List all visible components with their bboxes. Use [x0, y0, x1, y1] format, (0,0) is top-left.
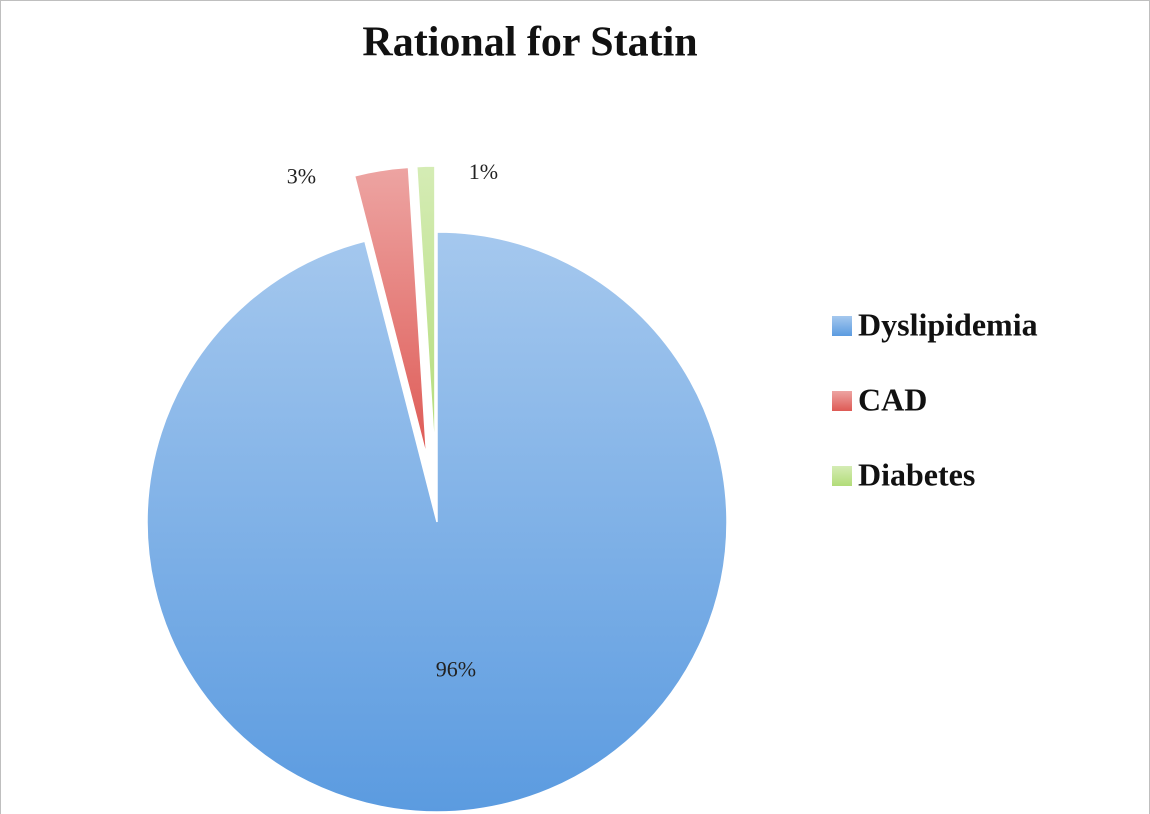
- legend-swatch: [832, 466, 852, 486]
- data-label: 3%: [287, 164, 316, 189]
- legend-label: Dyslipidemia: [858, 306, 1038, 342]
- pie-slice: [415, 165, 436, 457]
- legend-swatch: [832, 316, 852, 336]
- data-label: 1%: [469, 159, 498, 184]
- legend-label: Diabetes: [858, 456, 975, 492]
- chart-title: Rational for Statin: [362, 20, 697, 66]
- legend-swatch: [832, 391, 852, 411]
- data-label: 96%: [436, 657, 476, 682]
- legend-label: CAD: [858, 381, 927, 417]
- pie-slice: [146, 231, 728, 813]
- pie-slice: [353, 166, 428, 457]
